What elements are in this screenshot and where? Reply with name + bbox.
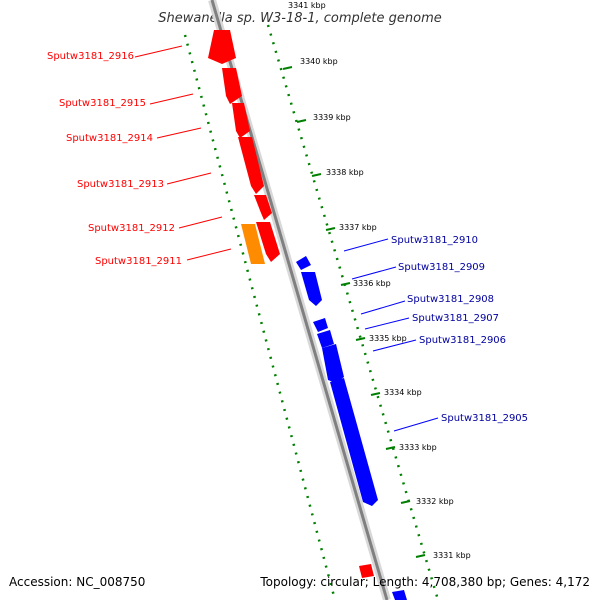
reverse-gene-2905[interactable] [330, 378, 378, 506]
tick-label: 3338 kbp [326, 168, 364, 177]
genome-summary: Topology: circular; Length: 4,708,380 bp… [259, 575, 590, 589]
reverse-gene-2910[interactable] [296, 256, 311, 270]
tick-label: 3332 kbp [416, 497, 454, 506]
leader-line [186, 248, 232, 261]
forward-gene-2912[interactable] [254, 195, 272, 220]
forward-gene-2914[interactable] [232, 103, 250, 138]
reverse-gene-bottom[interactable] [392, 590, 407, 600]
gene-label[interactable]: Sputw3181_2912 [88, 223, 175, 234]
leader-line [156, 127, 202, 139]
forward-gene-2913[interactable] [238, 137, 264, 194]
map-title: Shewanella sp. W3-18-1, complete genome [158, 11, 441, 26]
gene-label[interactable]: Sputw3181_2911 [95, 256, 182, 267]
tick-label: 3341 kbp [288, 1, 326, 10]
leader-line [178, 216, 223, 229]
gene-label[interactable]: Sputw3181_2906 [419, 335, 506, 346]
gene-label[interactable]: Sputw3181_2907 [412, 313, 499, 324]
tick-marks [282, 66, 426, 558]
backbone [210, 0, 389, 600]
gene-label[interactable]: Sputw3181_2910 [391, 235, 478, 246]
leader-line [393, 417, 439, 432]
tick-label: 3340 kbp [300, 57, 338, 66]
tick-label: 3331 kbp [433, 551, 471, 560]
inner-scale-line [183, 34, 337, 600]
accession-label: Accession: NC_008750 [9, 575, 145, 589]
tick-label: 3334 kbp [384, 388, 422, 397]
leader-line [134, 45, 183, 58]
gene-label[interactable]: Sputw3181_2909 [398, 262, 485, 273]
gene-label[interactable]: Sputw3181_2905 [441, 413, 528, 424]
leader-line [149, 93, 194, 105]
leader-line [372, 339, 417, 352]
reverse-gene-2908[interactable] [313, 318, 328, 332]
reverse-gene-2906[interactable] [322, 344, 344, 383]
tick-label: 3337 kbp [339, 223, 377, 232]
reverse-gene-2909[interactable] [301, 272, 322, 306]
tick-label: 3335 kbp [369, 334, 407, 343]
leader-line [343, 238, 389, 252]
outer-scale-line [266, 24, 440, 600]
gene-label[interactable]: Sputw3181_2916 [47, 51, 134, 62]
leader-line [351, 266, 397, 280]
gene-label[interactable]: Sputw3181_2908 [407, 294, 494, 305]
gene-label[interactable]: Sputw3181_2913 [77, 179, 164, 190]
forward-gene-2911[interactable] [256, 222, 280, 262]
leader-line [364, 317, 410, 330]
gene-label[interactable]: Sputw3181_2914 [66, 133, 153, 144]
leader-line [166, 172, 212, 185]
tick-label: 3339 kbp [313, 113, 351, 122]
forward-gene-bottom[interactable] [359, 564, 374, 578]
forward-gene-orange[interactable] [241, 224, 265, 264]
tick-label: 3336 kbp [353, 279, 391, 288]
forward-gene-2915[interactable] [222, 68, 242, 104]
leader-line [360, 300, 406, 315]
forward-gene-2916[interactable] [208, 30, 236, 64]
tick-label: 3333 kbp [399, 443, 437, 452]
gene-label[interactable]: Sputw3181_2915 [59, 98, 146, 109]
reverse-gene-2907[interactable] [317, 330, 334, 348]
